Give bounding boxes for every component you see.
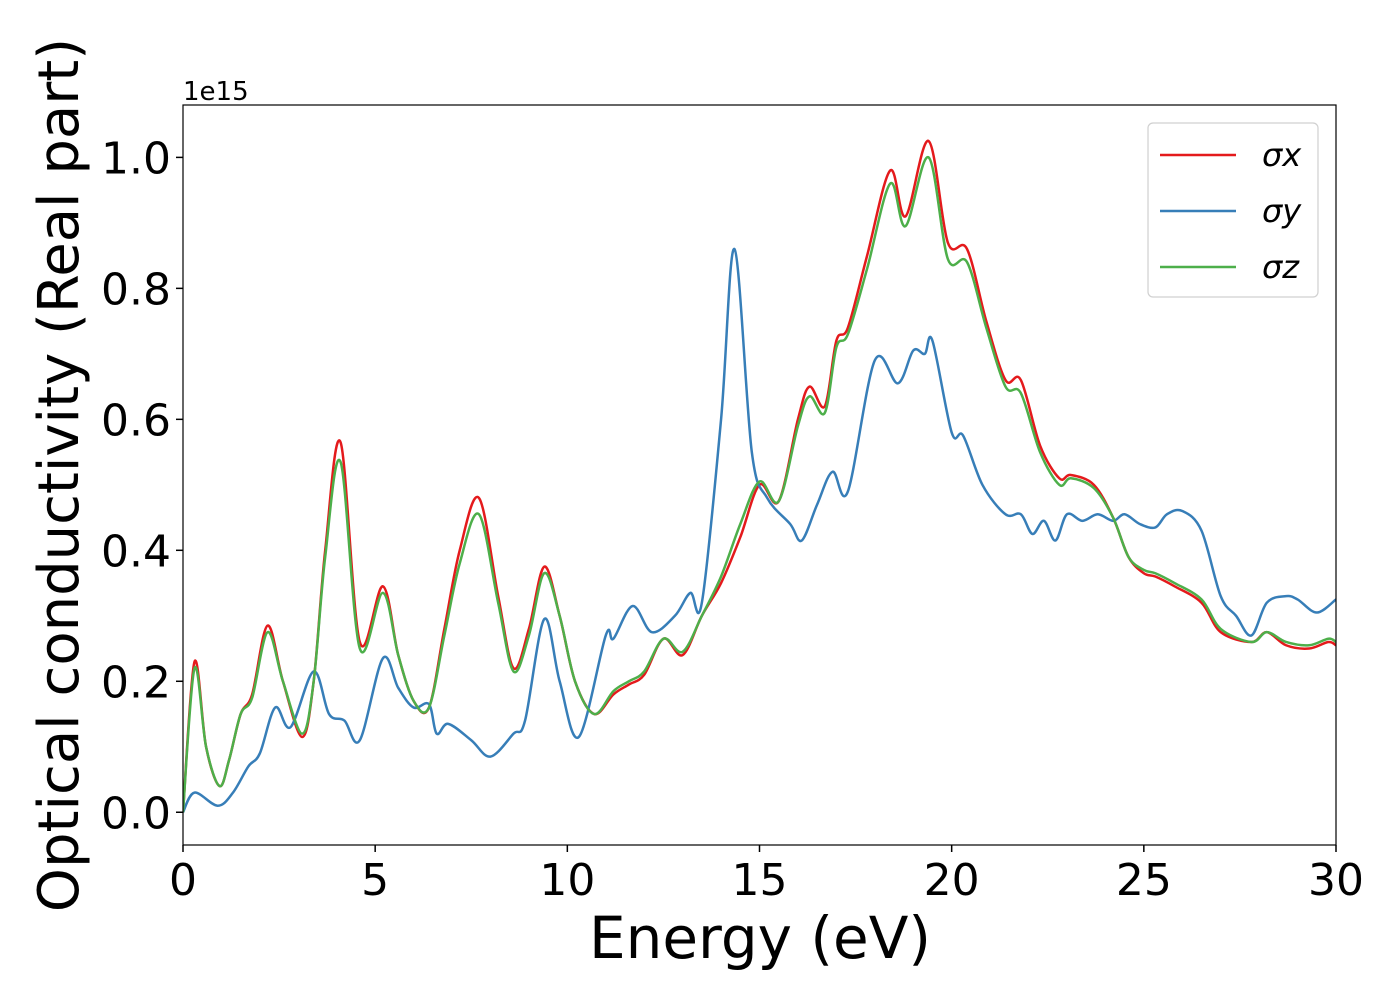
y-tick-label: 1.0 [101,133,171,184]
y-tick-label: 0.6 [101,395,171,446]
series-line [183,247,1336,813]
legend-label: σz [1262,248,1300,286]
plot-frame [182,104,1337,846]
series-line [183,156,1336,813]
offset-label: 1e15 [183,77,249,107]
y-tick-label: 0.4 [101,526,171,577]
x-tick-label: 5 [361,855,389,906]
x-tick-label: 15 [732,855,788,906]
x-tick-label: 20 [924,855,980,906]
y-tick-label: 0.2 [101,657,171,708]
y-axis-label: Optical conductivity (Real part) [27,38,92,912]
y-tick-label: 0.0 [101,788,171,839]
legend-label: σy [1262,192,1302,230]
x-tick-label: 30 [1308,855,1364,906]
x-axis-label: Energy (eV) [589,904,931,972]
legend-label: σx [1262,136,1302,174]
x-tick-label: 0 [169,855,197,906]
x-tick-label: 25 [1116,855,1172,906]
y-tick-label: 0.8 [101,264,171,315]
x-tick-label: 10 [539,855,595,906]
